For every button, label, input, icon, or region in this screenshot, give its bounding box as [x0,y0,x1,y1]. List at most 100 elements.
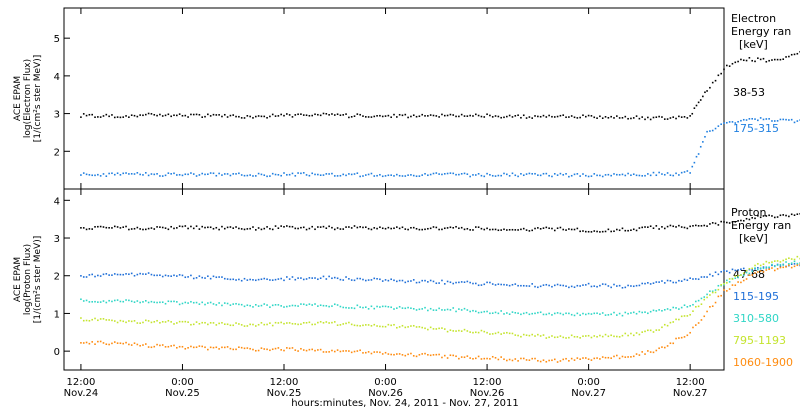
data-point [350,307,353,309]
data-point [266,175,268,178]
data-point [599,174,601,177]
data-point [627,356,629,358]
data-point [757,57,759,59]
data-point [345,350,347,352]
data-point [376,325,378,327]
data-point [243,117,246,119]
data-point [246,174,249,177]
data-point [745,278,748,280]
data-point [757,263,759,265]
data-point [632,228,635,231]
data-point [407,306,409,309]
data-point [587,312,590,315]
data-point [562,174,565,176]
data-point [288,114,291,116]
data-point [517,175,519,178]
data-point [328,114,330,116]
data-point [483,330,486,333]
data-point [545,172,548,175]
data-point [765,118,768,120]
data-point [618,284,621,287]
data-point [362,226,364,229]
data-point [302,303,305,306]
data-point [195,225,198,227]
data-point [669,309,672,311]
data-point [263,323,266,326]
data-point [610,286,612,289]
data-point [80,174,82,176]
data-point [319,226,322,228]
data-point [584,115,587,118]
data-point [102,318,105,320]
data-point [630,117,632,120]
data-point [364,116,367,118]
data-point [381,115,384,118]
data-point [568,175,570,178]
data-point [435,328,438,330]
data-point [308,277,311,279]
data-point [751,270,754,273]
data-point [404,326,407,329]
data-point [618,174,621,176]
data-point [190,274,192,277]
data-point [779,118,782,121]
data-point [568,286,570,289]
data-point [82,113,85,115]
data-point [192,301,195,304]
data-point [675,318,677,321]
data-point [573,359,576,361]
data-point [415,355,418,358]
data-point [429,173,432,176]
data-point [348,278,350,280]
data-point [655,329,658,331]
data-point [249,304,251,307]
data-point [221,321,223,324]
data-point [432,172,435,175]
data-point [147,227,150,230]
data-point [773,269,776,272]
data-point [624,229,627,232]
data-point [384,305,387,308]
data-point [257,305,260,307]
data-point [218,114,220,116]
data-point [404,354,407,357]
data-point [314,323,316,326]
data-point [689,115,691,117]
data-point [412,114,415,117]
data-point [226,346,229,348]
data-point [745,59,748,62]
data-point [390,306,392,309]
data-point [356,324,359,327]
data-point [793,258,796,261]
data-point [286,276,288,278]
data-point [331,113,333,115]
data-point [384,351,387,354]
data-point [348,226,350,228]
data-point [703,276,706,278]
data-point [737,120,739,123]
data-point [308,303,311,305]
data-point [269,322,271,324]
legend-175-315: 175-315 [733,122,779,135]
data-point [195,113,198,116]
data-point [655,174,658,177]
data-point [398,326,401,328]
data-point [119,342,122,345]
data-point [706,293,708,296]
data-point [94,116,96,119]
data-point [322,174,325,176]
data-point [773,216,776,219]
data-point [616,285,618,287]
data-point [235,115,237,118]
data-point [757,271,759,273]
data-point [695,104,698,107]
data-point [565,229,567,231]
data-point [584,313,587,316]
data-point [570,313,573,316]
data-point [342,323,345,325]
data-point [731,278,734,280]
proton-ytick-label: 0 [54,347,60,358]
electron-ytick-label: 3 [54,110,60,121]
data-point [621,117,624,119]
data-point [418,308,421,311]
